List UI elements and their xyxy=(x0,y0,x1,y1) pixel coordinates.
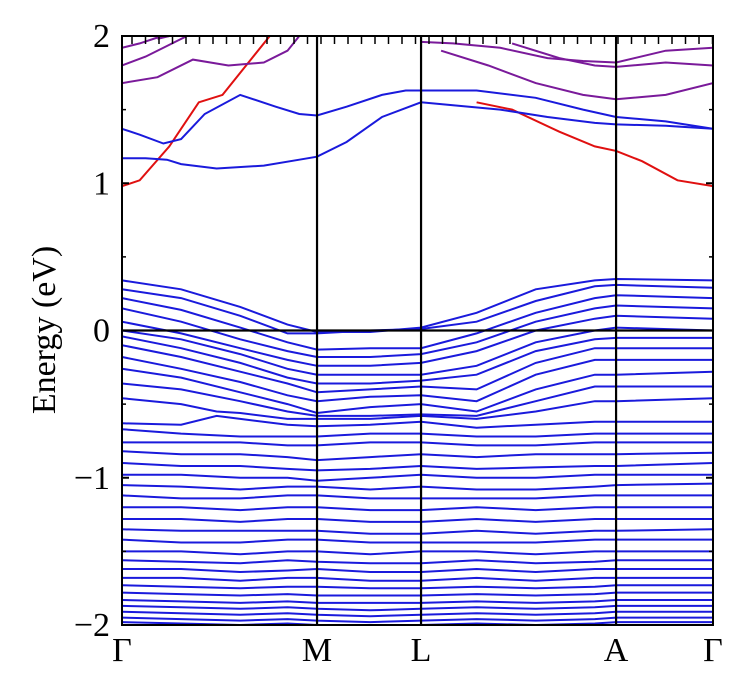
valence-band-14 xyxy=(122,441,713,447)
x-tick-label-3: A xyxy=(604,632,629,669)
valence-band-28 xyxy=(122,584,713,590)
y-tick-label-2: 0 xyxy=(93,313,110,350)
valence-band-29 xyxy=(122,591,713,597)
valence-band-12 xyxy=(122,414,713,429)
x-tick-label-2: L xyxy=(411,632,432,669)
x-tick-label-4: Γ xyxy=(703,632,723,669)
conduction-band-9 xyxy=(420,40,713,64)
valence-band-3 xyxy=(122,304,713,358)
valence-band-8 xyxy=(122,356,713,403)
y-tick-label-0: −2 xyxy=(74,607,110,644)
valence-band-31 xyxy=(122,604,713,612)
valence-band-13 xyxy=(122,428,713,438)
valence-band-32 xyxy=(122,610,713,618)
valence-band-9 xyxy=(122,367,713,415)
y-tick-labels: −2 −1 0 1 2 xyxy=(74,18,110,644)
conduction-band-0 xyxy=(122,36,271,188)
conduction-band-5 xyxy=(440,49,713,101)
conduction-band-6 xyxy=(122,36,188,67)
valence-band-23 xyxy=(122,538,713,544)
valence-band-10 xyxy=(122,382,713,417)
x-tick-label-0: Γ xyxy=(112,632,132,669)
x-tick-label-1: M xyxy=(302,632,332,669)
conduction-band-1 xyxy=(476,101,713,188)
valence-band-22 xyxy=(122,528,713,535)
valence-band-25 xyxy=(122,559,713,565)
valence-band-7 xyxy=(122,344,713,394)
conduction-band-4 xyxy=(122,36,301,85)
valence-band-30 xyxy=(122,599,713,604)
plot-frame xyxy=(121,35,714,626)
valence-band-33 xyxy=(122,616,713,624)
valence-band-17 xyxy=(122,473,713,482)
valence-band-15 xyxy=(122,450,713,462)
conduction-band-3 xyxy=(122,89,713,145)
valence-band-6 xyxy=(122,335,713,385)
high-symmetry-lines xyxy=(315,36,618,625)
y-axis-label: Energy (eV) xyxy=(26,246,63,414)
conduction-band-2 xyxy=(122,101,713,170)
valence-band-4 xyxy=(122,314,713,367)
valence-band-16 xyxy=(122,462,713,472)
valence-band-27 xyxy=(122,576,713,582)
y-tick-label-1: −1 xyxy=(74,460,110,497)
valence-band-20 xyxy=(122,506,713,512)
y-tick-label-4: 2 xyxy=(93,18,110,55)
conduction-band-7 xyxy=(511,42,713,68)
valence-band-1 xyxy=(122,283,713,335)
band-lines xyxy=(122,36,713,625)
valence-band-19 xyxy=(122,494,713,500)
valence-band-26 xyxy=(122,567,713,574)
y-tick-label-3: 1 xyxy=(93,165,110,202)
valence-band-11 xyxy=(122,397,713,420)
valence-band-21 xyxy=(122,517,713,523)
valence-band-18 xyxy=(122,482,713,491)
valence-band-2 xyxy=(122,294,713,351)
valence-band-24 xyxy=(122,550,713,556)
valence-band-5 xyxy=(122,326,713,376)
